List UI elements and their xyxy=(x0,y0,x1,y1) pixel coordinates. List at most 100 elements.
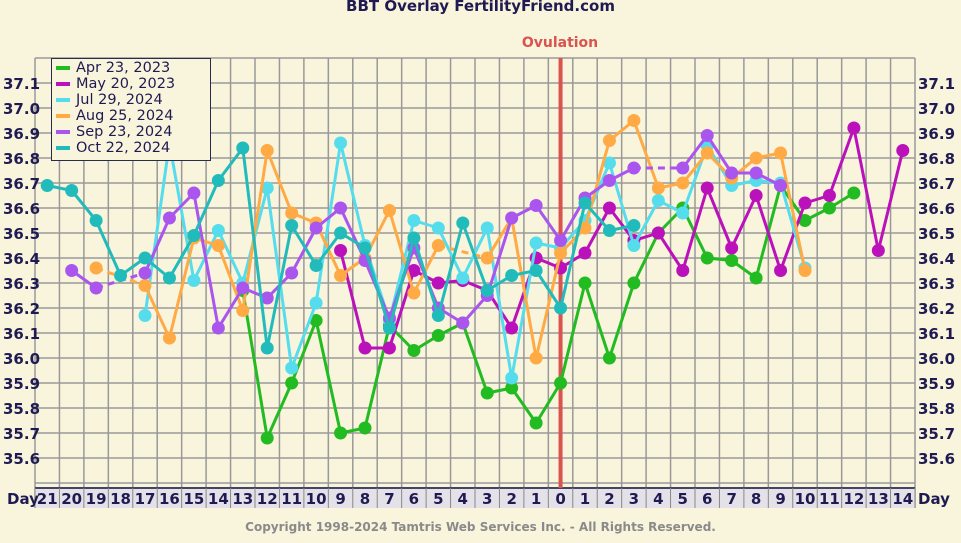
series-segment xyxy=(485,217,514,296)
series-segment xyxy=(412,244,440,294)
series-segment xyxy=(290,224,318,267)
data-point xyxy=(896,144,910,157)
data-point xyxy=(89,214,103,227)
y-tick-label-right: 35.9 xyxy=(918,375,955,393)
data-point xyxy=(456,271,470,285)
series-segment xyxy=(388,210,416,294)
data-point xyxy=(211,224,225,237)
data-point xyxy=(798,214,812,227)
data-point xyxy=(431,276,445,290)
x-tick-label: 9 xyxy=(775,490,785,508)
legend-swatch xyxy=(56,66,70,70)
data-point xyxy=(211,321,225,335)
data-point xyxy=(162,271,176,285)
legend-label: Sep 23, 2024 xyxy=(76,124,173,140)
series-segment xyxy=(314,320,343,434)
series-segment xyxy=(559,282,587,384)
x-tick-label: 10 xyxy=(306,490,327,508)
y-tick-label-right: 37.0 xyxy=(918,100,955,118)
x-tick-label: 6 xyxy=(702,490,712,508)
series-segment xyxy=(779,202,807,272)
data-point xyxy=(236,141,250,155)
series-segment xyxy=(779,152,807,271)
legend-label: Apr 23, 2023 xyxy=(76,60,171,76)
data-point xyxy=(162,211,176,225)
data-point xyxy=(309,259,323,272)
y-tick-label-right: 35.7 xyxy=(918,425,955,443)
series-segment xyxy=(339,250,367,349)
data-point xyxy=(260,144,274,157)
copyright-footer: Copyright 1998-2024 Tamtris Web Services… xyxy=(245,520,716,534)
data-point xyxy=(774,146,788,160)
x-tick-label: 2 xyxy=(604,490,614,508)
series-segment xyxy=(534,252,563,359)
data-point xyxy=(847,121,861,135)
series-segment xyxy=(314,232,342,267)
x-tick-label: 7 xyxy=(384,490,394,508)
data-point xyxy=(236,281,250,295)
data-point xyxy=(725,166,739,180)
data-point xyxy=(676,264,690,277)
data-point xyxy=(749,271,763,285)
data-point xyxy=(309,296,323,310)
data-point xyxy=(847,186,861,200)
x-tick-label: 21 xyxy=(37,490,58,508)
data-point xyxy=(627,161,641,175)
data-point xyxy=(798,264,812,277)
series-segment xyxy=(216,229,245,284)
x-tick-label: 12 xyxy=(843,490,864,508)
x-tick-label: 4 xyxy=(653,490,663,508)
series-segment xyxy=(265,187,294,369)
data-point xyxy=(602,174,616,187)
series-segment xyxy=(241,147,269,349)
legend-swatch xyxy=(56,98,70,102)
series-segment xyxy=(534,269,562,309)
data-point xyxy=(676,176,690,190)
series-segment xyxy=(705,187,734,249)
data-point xyxy=(529,236,543,250)
data-point xyxy=(260,341,274,355)
data-point xyxy=(871,244,885,257)
data-point xyxy=(505,371,519,385)
data-point xyxy=(187,274,201,287)
data-point xyxy=(774,179,788,192)
data-point xyxy=(627,239,641,252)
x-tick-label: 17 xyxy=(135,490,156,508)
data-point xyxy=(505,321,519,335)
series-segment xyxy=(265,382,294,439)
series-segment xyxy=(290,227,318,274)
data-point xyxy=(505,269,519,282)
data-point xyxy=(260,431,274,445)
series-segment xyxy=(314,142,343,304)
series-segment xyxy=(339,142,367,246)
x-tick-label: 3 xyxy=(482,490,492,508)
series-segment xyxy=(485,217,513,259)
data-point xyxy=(260,291,274,305)
x-tick-label: 11 xyxy=(819,490,840,508)
data-point xyxy=(676,161,690,175)
data-point xyxy=(285,376,299,390)
x-tick-label: 9 xyxy=(335,490,345,508)
data-point xyxy=(309,221,323,235)
data-point xyxy=(798,196,812,210)
data-point xyxy=(334,136,348,150)
data-point xyxy=(725,254,739,267)
x-tick-label: 12 xyxy=(257,490,278,508)
data-point xyxy=(578,246,592,260)
series-segment xyxy=(363,325,391,429)
y-tick-label-right: 36.7 xyxy=(918,175,955,193)
y-tick-label-right: 35.8 xyxy=(918,400,955,418)
data-point xyxy=(89,261,103,275)
x-tick-label: 13 xyxy=(868,490,889,508)
legend-label: May 20, 2023 xyxy=(76,76,176,92)
data-point xyxy=(651,181,665,195)
series-segment xyxy=(461,322,489,394)
series-segment xyxy=(216,244,245,312)
y-tick-label-left: 35.7 xyxy=(3,425,40,443)
data-point xyxy=(700,146,714,160)
legend-swatch xyxy=(56,114,70,118)
data-point xyxy=(602,351,616,365)
legend-label: Aug 25, 2024 xyxy=(76,108,174,124)
y-tick-label-right: 36.2 xyxy=(918,300,955,318)
y-tick-label-left: 37.1 xyxy=(3,75,40,93)
